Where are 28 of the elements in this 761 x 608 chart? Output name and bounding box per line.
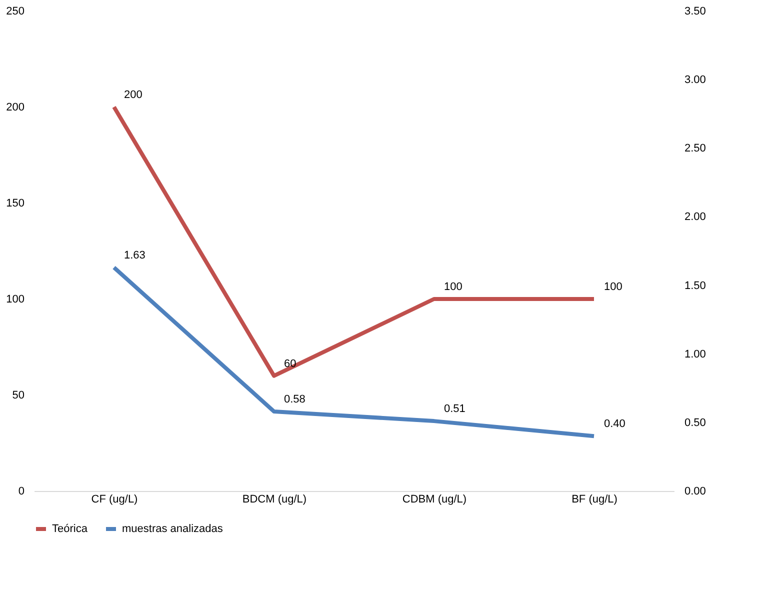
y-tick-label: 250 xyxy=(6,6,24,18)
data-label: 0.58 xyxy=(284,393,306,406)
y2-tick-label: 3.00 xyxy=(684,74,706,86)
line-series xyxy=(112,265,596,438)
x-tick-label: CF (ug/L) xyxy=(91,494,138,506)
legend-label: muestras analizadas xyxy=(122,523,224,535)
data-label: 0.51 xyxy=(444,403,466,416)
legend-label: Teórica xyxy=(52,523,88,535)
y-tick-label: 200 xyxy=(6,102,24,114)
y-tick-label: 0 xyxy=(18,486,24,498)
y-tick-label: 150 xyxy=(6,198,24,210)
y2-tick-label: 2.50 xyxy=(684,142,706,155)
y-tick-label: 100 xyxy=(6,294,24,306)
data-label: 100 xyxy=(604,281,622,293)
y2-tick-label: 0.00 xyxy=(684,486,706,498)
x-tick-label: BDCM (ug/L) xyxy=(242,494,307,506)
y-tick-label: 50 xyxy=(12,390,24,402)
x-tick-label: CDBM (ug/L) xyxy=(402,494,467,506)
y2-tick-label: 0.50 xyxy=(684,416,706,429)
y2-tick-label: 1.00 xyxy=(684,348,706,360)
y2-tick-label: 2.00 xyxy=(684,211,706,224)
y2-tick-label: 1.50 xyxy=(684,280,706,292)
x-tick-label: BF (ug/L) xyxy=(572,494,618,506)
data-label: 0.40 xyxy=(604,418,626,430)
data-label: 200 xyxy=(124,89,142,101)
y2-tick-label: 3.50 xyxy=(684,6,706,18)
data-label: 1.63 xyxy=(124,249,146,262)
data-label: 100 xyxy=(444,281,462,293)
